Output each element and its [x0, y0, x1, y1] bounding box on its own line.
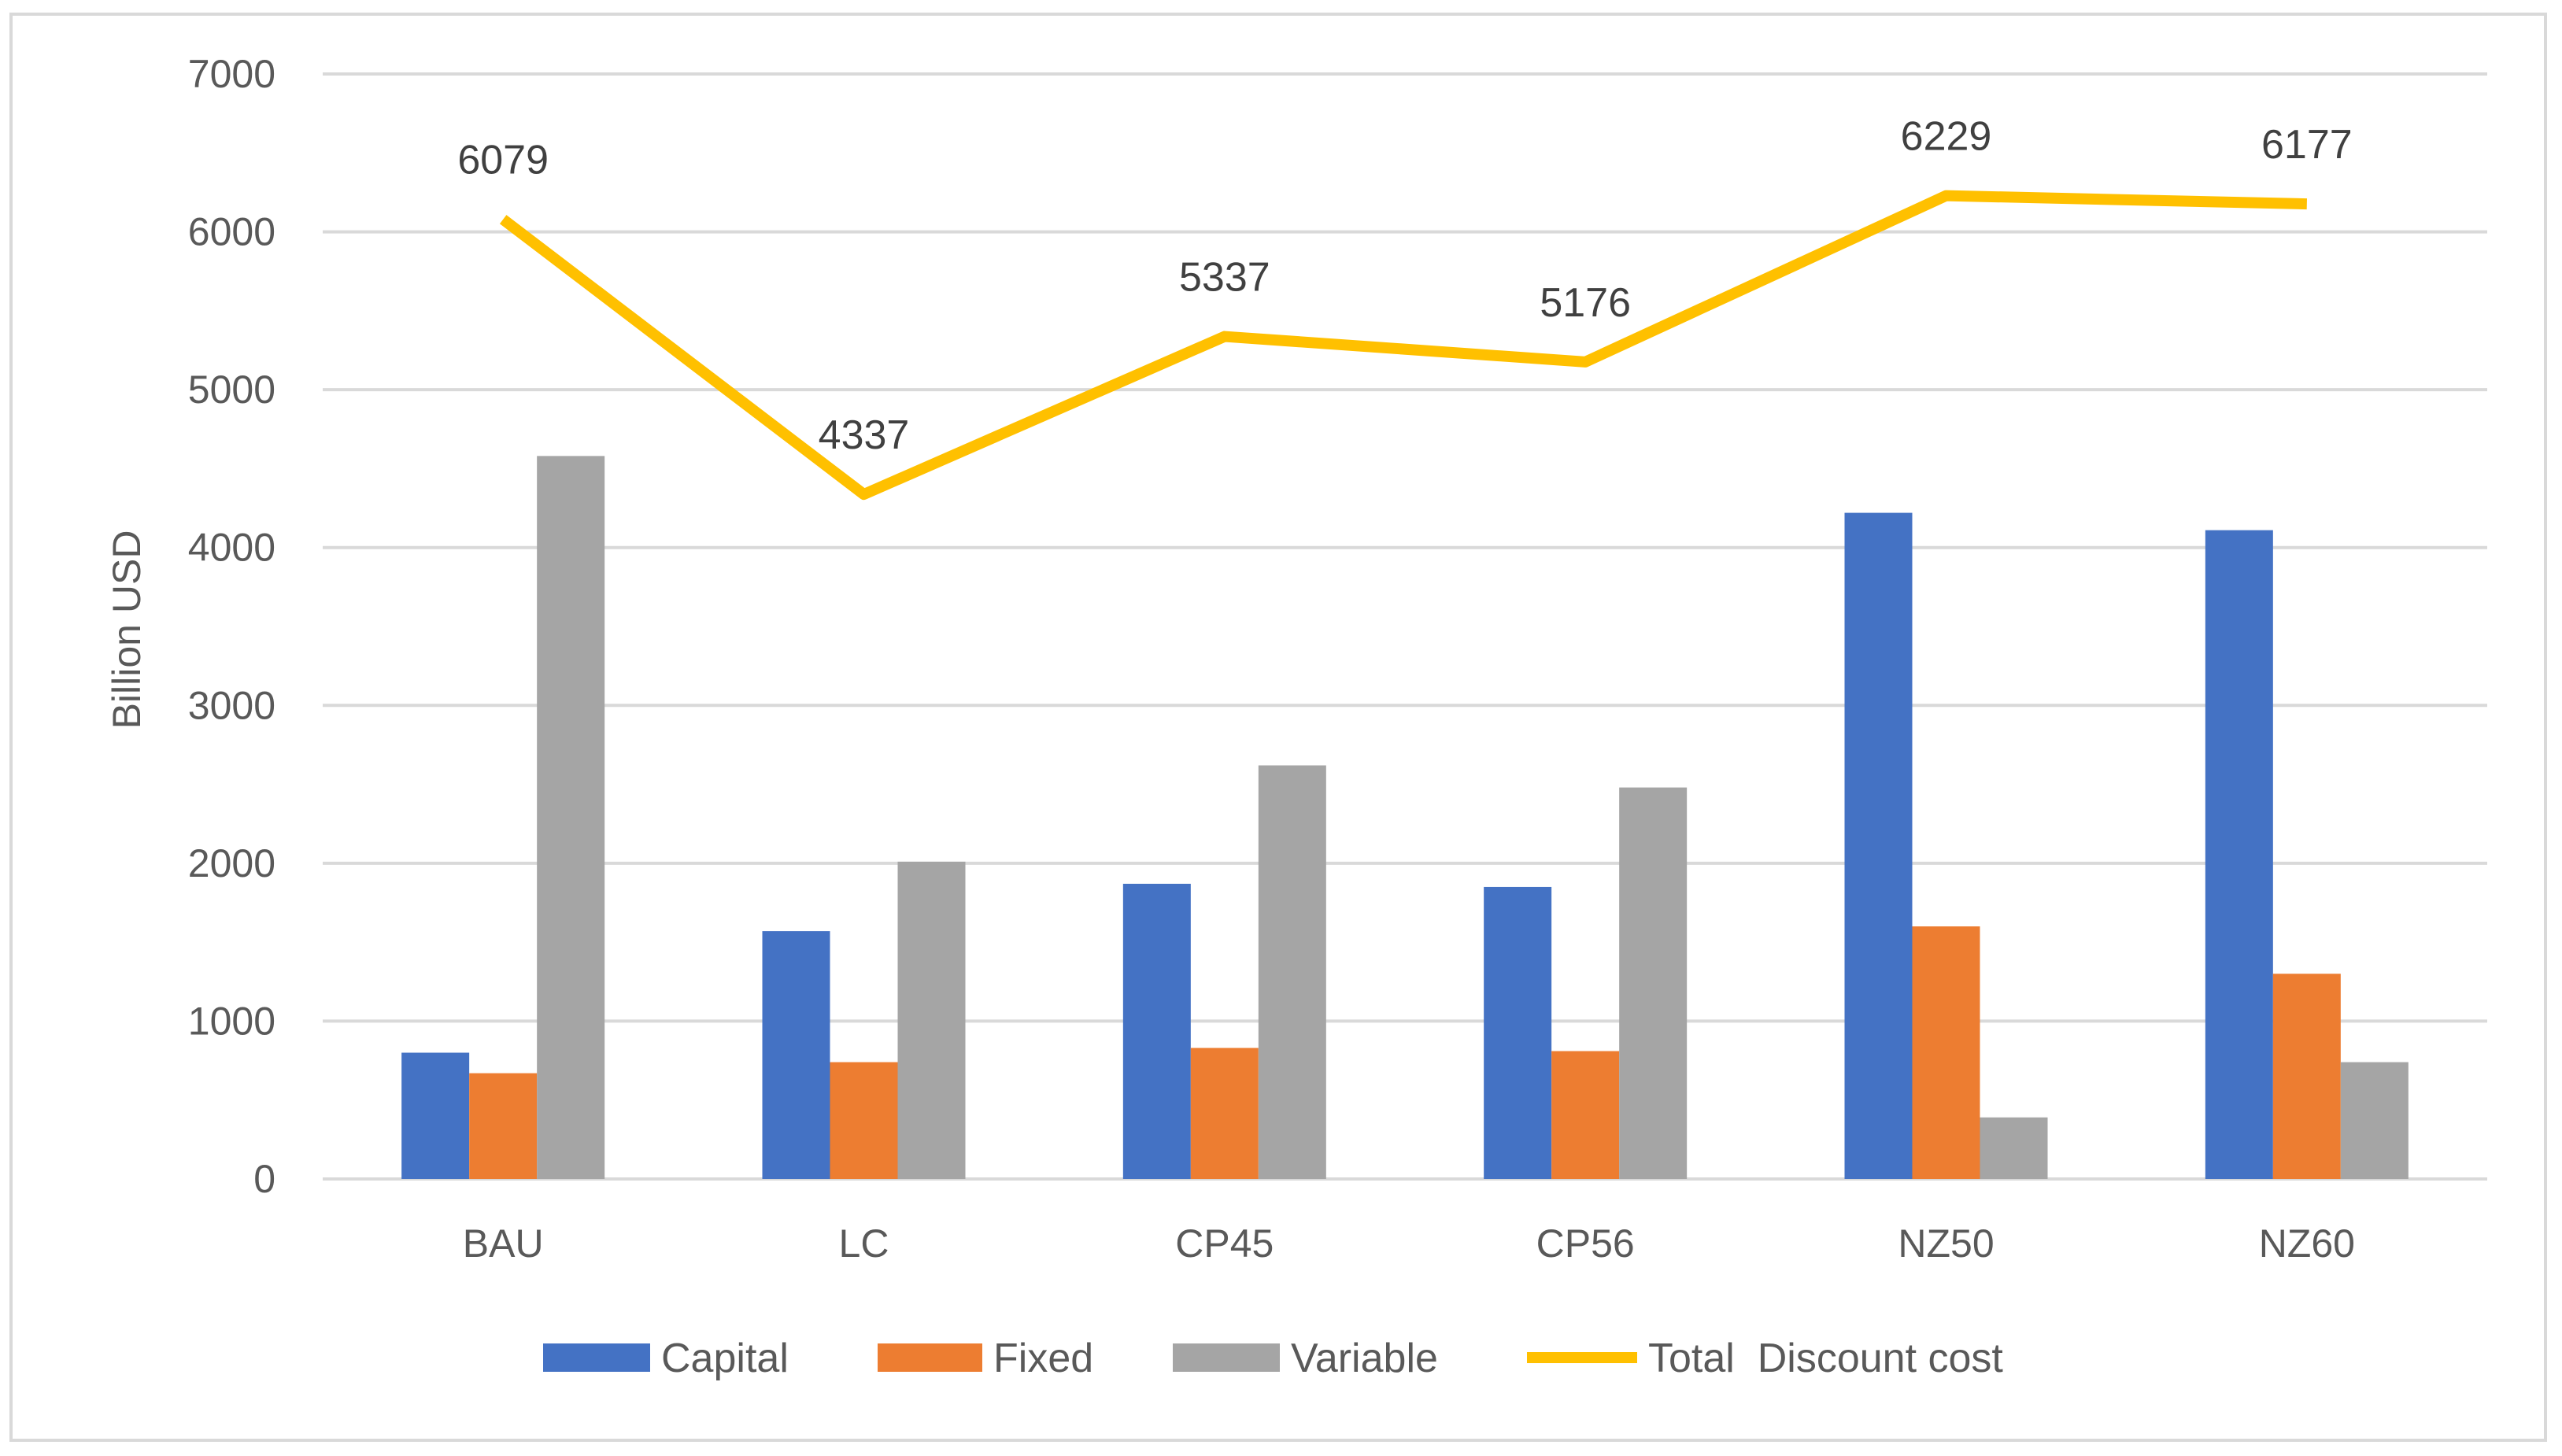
- data-label-total-nz60: 6177: [2261, 122, 2353, 168]
- data-label-total-cp56: 5176: [1540, 280, 1631, 326]
- y-axis-title: Billion USD: [105, 530, 149, 730]
- x-tick-label-bau: BAU: [463, 1221, 544, 1266]
- chart-frame: [9, 13, 2547, 1442]
- bar-fixed-bau: [469, 1073, 538, 1179]
- bar-capital-lc: [762, 931, 830, 1179]
- bar-variable-cp45: [1258, 765, 1326, 1179]
- legend-swatch-variable: [1173, 1343, 1280, 1372]
- bar-variable-cp56: [1619, 787, 1688, 1179]
- y-tick-label: 1000: [188, 999, 275, 1043]
- y-tick-label: 3000: [188, 683, 275, 727]
- y-tick-label: 5000: [188, 368, 275, 412]
- y-tick-label: 6000: [188, 210, 275, 254]
- y-axis-ticks: 0 1000 2000 3000 4000 5000 6000 7000: [188, 52, 275, 1201]
- line-total-discount-cost: [499, 190, 2307, 501]
- bar-fixed-nz50: [1912, 926, 1980, 1179]
- bar-capital-cp45: [1122, 883, 1191, 1179]
- grid: [323, 72, 2487, 1181]
- bars: [401, 456, 2409, 1179]
- bar-capital-nz60: [2205, 530, 2273, 1179]
- data-labels: 6079 4337 5337 5176 6229 6177: [457, 114, 2352, 458]
- x-tick-label-nz50: NZ50: [1898, 1221, 1994, 1266]
- x-tick-label-cp56: CP56: [1536, 1221, 1635, 1266]
- legend-swatch-capital: [543, 1343, 650, 1372]
- y-tick-label: 2000: [188, 841, 275, 885]
- bar-fixed-nz60: [2272, 974, 2341, 1179]
- bar-capital-bau: [401, 1052, 470, 1179]
- y-tick-label: 4000: [188, 526, 275, 570]
- x-tick-label-nz60: NZ60: [2259, 1221, 2355, 1266]
- bar-fixed-lc: [830, 1062, 898, 1179]
- bar-fixed-cp56: [1551, 1051, 1620, 1179]
- legend-swatch-fixed: [878, 1343, 982, 1372]
- legend-label-capital: Capital: [661, 1336, 789, 1381]
- total-line: [499, 190, 2307, 501]
- bar-variable-lc: [897, 861, 966, 1179]
- bar-capital-cp56: [1484, 886, 1552, 1179]
- y-tick-label: 7000: [188, 52, 275, 96]
- data-label-total-lc: 4337: [819, 412, 910, 458]
- legend: Capital Fixed Variable Total Discount cost: [543, 1336, 2003, 1381]
- x-axis-ticks: BAU LC CP45 CP56 NZ50 NZ60: [463, 1221, 2355, 1266]
- bar-variable-bau: [537, 456, 605, 1179]
- data-label-total-cp45: 5337: [1179, 255, 1270, 301]
- bar-fixed-cp45: [1190, 1048, 1259, 1179]
- data-label-total-nz50: 6229: [1901, 114, 1992, 160]
- bar-variable-nz60: [2340, 1062, 2409, 1179]
- legend-label-fixed: Fixed: [993, 1336, 1093, 1381]
- y-tick-label: 0: [253, 1157, 275, 1201]
- legend-label-total-discount-cost: Total Discount cost: [1648, 1336, 2003, 1381]
- legend-label-variable: Variable: [1291, 1336, 1438, 1381]
- x-tick-label-cp45: CP45: [1175, 1221, 1274, 1266]
- bar-capital-nz50: [1844, 512, 1913, 1179]
- data-label-total-bau: 6079: [457, 138, 549, 183]
- bar-variable-nz50: [1980, 1117, 2048, 1179]
- x-tick-label-lc: LC: [839, 1221, 889, 1266]
